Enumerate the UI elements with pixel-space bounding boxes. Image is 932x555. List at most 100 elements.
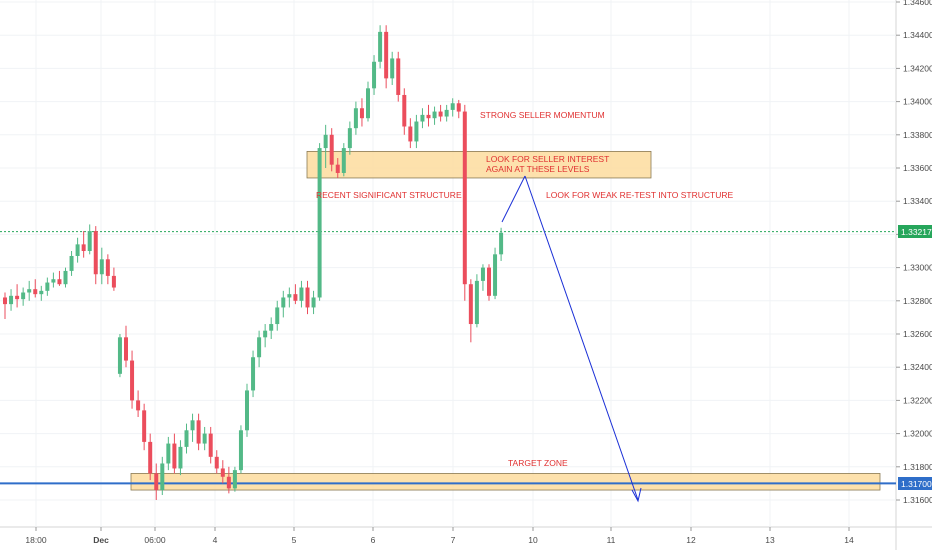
candle-body	[384, 31, 389, 79]
y-tick-label: 1.32600	[903, 329, 932, 339]
current-price-label: 1.33217	[898, 225, 932, 238]
candle-body	[474, 280, 479, 325]
candle-body	[468, 284, 473, 325]
y-tick-label: 1.32400	[903, 362, 932, 372]
candle-body	[232, 470, 237, 489]
y-tick-label: 1.31600	[903, 495, 932, 505]
current-price-label-text: 1.33217	[901, 227, 932, 237]
candle-body	[33, 289, 38, 295]
candle-body	[444, 109, 449, 117]
candle-body	[359, 108, 364, 119]
x-tick-label: 10	[528, 535, 538, 545]
target-price-label: 1.31700	[898, 477, 932, 490]
candle-body	[462, 111, 467, 285]
structure-zone	[306, 150, 652, 179]
candle-body	[293, 294, 298, 301]
arrows	[501, 175, 642, 503]
candle-body	[57, 279, 62, 285]
candle-body	[93, 231, 98, 275]
candle-body	[450, 103, 455, 110]
y-tick-label: 1.34200	[903, 63, 932, 73]
candle-body	[317, 148, 322, 298]
target-price-label-text: 1.31700	[901, 479, 932, 489]
candle-body	[299, 287, 304, 301]
annotation-recent-structure: RECENT SIGNIFICANT STRUCTURE	[316, 190, 462, 200]
y-tick-label: 1.33600	[903, 163, 932, 173]
candle-body	[184, 430, 189, 447]
candles	[3, 25, 504, 500]
axes: 1.34600 1.34400 1.34200 1.34000 1.33800 1.336…	[25, 0, 932, 545]
retest-arrow-up	[501, 175, 526, 223]
candle-body	[396, 58, 401, 95]
annotation-seller-interest-line1: LOOK FOR SELLER INTEREST	[486, 154, 609, 164]
candle-body	[366, 88, 370, 119]
candle-body	[178, 446, 183, 469]
x-tick-label: 5	[292, 535, 297, 545]
candle-body	[420, 114, 425, 122]
candle-body	[154, 473, 159, 491]
candle-body	[124, 337, 128, 361]
x-tick-label: 18:00	[25, 535, 47, 545]
candle-body	[214, 456, 219, 469]
candle-body	[160, 463, 165, 491]
candle-body	[287, 294, 292, 298]
zones	[130, 150, 881, 491]
y-tick-label: 1.32000	[903, 429, 932, 439]
candle-body	[226, 476, 231, 489]
candle-body	[353, 108, 358, 129]
x-tick-label: 7	[451, 535, 456, 545]
candle-body	[245, 390, 249, 431]
candle-body	[166, 443, 171, 464]
candle-body	[341, 148, 346, 173]
candle-body	[208, 433, 213, 457]
annotation-target-zone: TARGET ZONE	[508, 458, 568, 468]
candle-body	[402, 94, 407, 127]
candle-body	[311, 297, 316, 308]
x-tick-label: 13	[765, 535, 775, 545]
candle-body	[305, 287, 310, 308]
candle-body	[275, 307, 280, 325]
candle-body	[456, 103, 461, 112]
y-tick-label: 1.34000	[903, 97, 932, 107]
x-tick-label: 11	[607, 535, 616, 545]
candle-body	[493, 254, 498, 296]
y-tick-label: 1.33400	[903, 196, 932, 206]
candle-body	[390, 58, 395, 79]
candle-body	[281, 297, 286, 308]
y-tick-label: 1.34400	[903, 30, 932, 40]
candle-body	[51, 279, 56, 283]
candle-body	[438, 111, 443, 117]
x-tick-label: 6	[371, 535, 376, 545]
candle-body	[220, 468, 225, 477]
candle-body	[172, 443, 177, 469]
candle-body	[117, 337, 122, 374]
projection-arrow-down	[524, 175, 639, 501]
candle-body	[15, 295, 20, 300]
x-tick-label: 4	[213, 535, 218, 545]
candle-body	[105, 259, 110, 276]
candle-body	[335, 164, 340, 173]
candle-body	[329, 134, 334, 165]
candle-body	[408, 126, 413, 142]
candle-body	[251, 357, 256, 391]
candle-body	[142, 410, 147, 442]
candle-body	[27, 289, 32, 293]
candle-body	[130, 360, 135, 401]
candle-body	[9, 295, 14, 305]
y-tick-label: 1.32800	[903, 296, 932, 306]
x-tick-label: Dec	[93, 535, 109, 545]
annotation-weak-retest: LOOK FOR WEAK RE-TEST INTO STRUCTURE	[546, 190, 734, 200]
y-tick-label: 1.32200	[903, 395, 932, 405]
candle-body	[81, 244, 86, 251]
candle-body	[432, 111, 437, 119]
candle-body	[487, 267, 491, 296]
candle-body	[196, 420, 201, 444]
candle-body	[45, 282, 50, 291]
y-tick-label: 1.33000	[903, 263, 932, 273]
candle-body	[3, 297, 7, 305]
candle-body	[190, 420, 195, 431]
candle-body	[148, 441, 153, 474]
y-tick-label: 1.34600	[903, 0, 932, 7]
